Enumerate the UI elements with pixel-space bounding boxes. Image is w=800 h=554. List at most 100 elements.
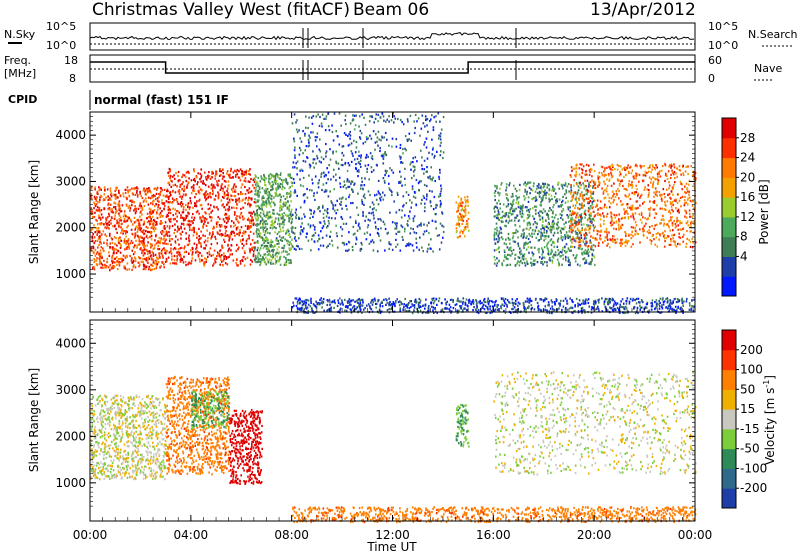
power-cell — [543, 239, 545, 242]
power-cell — [199, 204, 202, 207]
power-cell — [143, 187, 145, 190]
power-cell — [195, 193, 197, 196]
power-cell — [272, 255, 274, 258]
power-scatter — [90, 112, 697, 315]
power-cell — [675, 245, 678, 248]
power-cell — [412, 228, 414, 231]
power-cell — [322, 212, 325, 216]
power-cell — [184, 194, 187, 197]
power-cell — [391, 221, 394, 224]
power-cell — [442, 230, 445, 234]
power-cell — [171, 180, 173, 183]
power-cell — [274, 220, 276, 223]
power-cell — [147, 258, 149, 261]
power-cell — [232, 225, 235, 228]
power-cell — [268, 258, 271, 261]
power-cell — [249, 230, 252, 233]
power-cell — [311, 234, 314, 237]
power-cell — [583, 187, 586, 190]
power-cell — [256, 193, 258, 196]
power-cell — [285, 263, 287, 266]
power-cell — [585, 237, 588, 240]
power-cell — [583, 211, 586, 214]
power-cell — [183, 174, 186, 177]
power-cell — [274, 257, 277, 260]
power-cell — [99, 187, 101, 190]
power-cell — [635, 200, 638, 203]
power-cell — [215, 194, 217, 197]
power-cell — [568, 235, 571, 238]
power-cell — [282, 202, 285, 205]
power-cell — [127, 243, 130, 246]
power-cell — [121, 227, 123, 231]
power-cell — [325, 150, 328, 153]
power-cell — [576, 235, 579, 238]
power-cell — [225, 225, 228, 228]
power-cell — [213, 262, 215, 265]
power-cell — [97, 226, 100, 230]
power-cell — [98, 230, 101, 233]
power-cell — [265, 190, 267, 193]
power-cell — [276, 232, 279, 235]
power-cell — [508, 238, 510, 241]
power-cell — [212, 225, 215, 229]
power-cell — [138, 224, 140, 227]
power-cell — [683, 199, 686, 202]
power-cell — [169, 225, 171, 228]
power-cell — [326, 210, 328, 213]
power-cell — [523, 261, 526, 264]
power-cell — [527, 213, 529, 216]
power-cell — [455, 223, 458, 226]
power-cell — [625, 239, 627, 242]
power-cell — [350, 150, 353, 153]
power-cell — [263, 238, 265, 241]
power-cell — [542, 256, 544, 259]
power-cell — [355, 114, 357, 117]
power-cell — [554, 195, 556, 198]
power-cell — [519, 225, 521, 228]
power-cell — [236, 168, 239, 172]
power-cell — [319, 221, 322, 224]
power-cell — [616, 203, 618, 206]
power-cell — [553, 245, 556, 248]
power-cell — [114, 211, 117, 215]
power-cell — [544, 189, 546, 192]
power-cell — [435, 206, 437, 209]
power-cell — [415, 178, 418, 182]
power-cell — [414, 126, 416, 130]
power-cell — [689, 199, 692, 202]
power-cell — [359, 136, 361, 139]
power-cell — [173, 199, 175, 202]
power-cell — [617, 223, 620, 226]
power-cell — [498, 213, 501, 216]
power-cell — [604, 230, 606, 233]
power-cell — [186, 184, 189, 187]
power-cell — [599, 225, 602, 228]
power-cell — [383, 136, 385, 139]
power-cell — [551, 222, 553, 225]
power-cell — [259, 226, 262, 229]
power-cell — [406, 138, 409, 141]
power-cell — [532, 259, 535, 262]
power-cell — [218, 174, 221, 177]
power-cell — [100, 209, 103, 212]
power-cell — [339, 185, 342, 189]
power-cell — [550, 243, 553, 247]
power-cell — [566, 235, 568, 238]
power-cell — [291, 244, 293, 247]
power-cell — [185, 214, 187, 217]
power-cell — [509, 182, 511, 185]
power-cell — [302, 230, 304, 233]
power-cell — [507, 258, 509, 261]
power-cell — [146, 189, 148, 192]
power-cell — [557, 249, 559, 252]
power-cell — [220, 170, 223, 173]
freq-traces — [90, 60, 695, 80]
power-cell — [232, 171, 235, 174]
power-cell — [641, 221, 643, 224]
power-cell — [285, 261, 288, 264]
power-cell — [312, 224, 315, 227]
power-cell — [648, 176, 651, 179]
power-cell — [572, 167, 575, 170]
power-cell — [679, 196, 682, 199]
